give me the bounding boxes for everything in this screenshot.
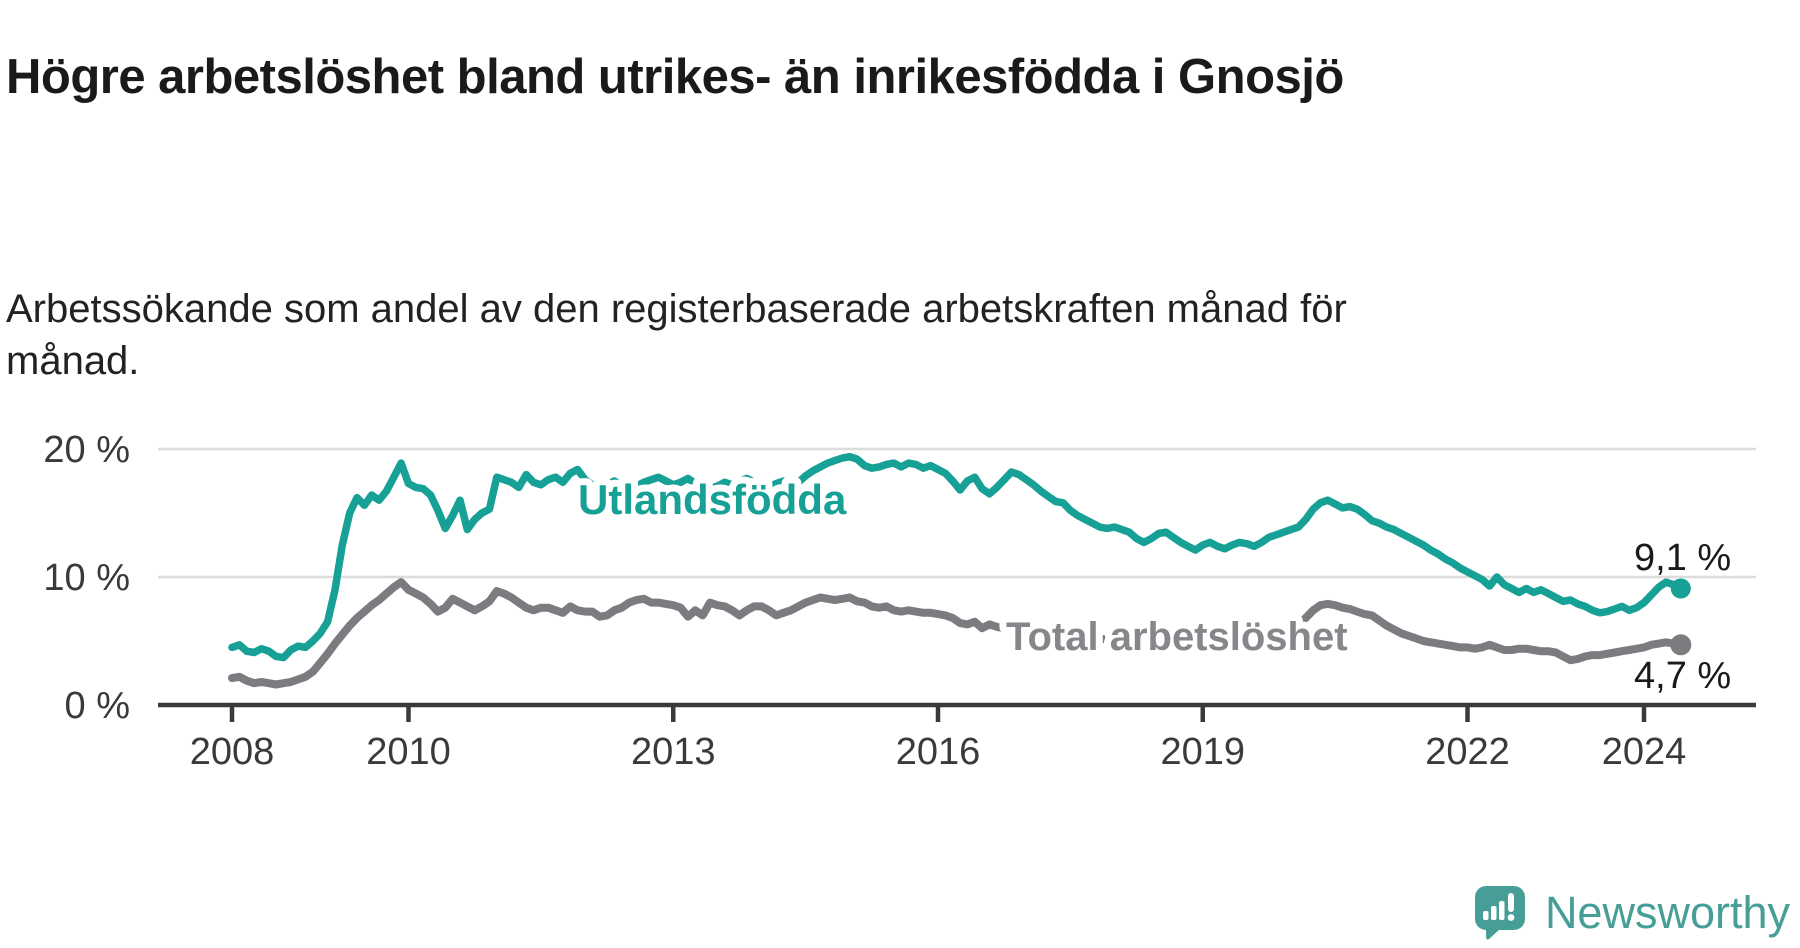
utlandsfodda-end-dot: [1670, 578, 1691, 599]
total-arbetsloshet-series-label: Total arbetslöshet: [1006, 615, 1348, 659]
page-title: Högre arbetslöshet bland utrikes- än inr…: [6, 49, 1344, 104]
total-arbetsloshet-end-dot: [1670, 634, 1692, 656]
x-tick-label: 2013: [631, 731, 716, 773]
gridlines: [158, 447, 1756, 579]
total-arbetsloshet-line: [228, 578, 1685, 689]
x-tick-label: 2022: [1425, 731, 1510, 773]
utlandsfodda-series-label: Utlandsfödda: [578, 476, 847, 523]
y-axis-tick-labels: 0 % 10 % 20 %: [43, 429, 130, 727]
newsworthy-brand: Newsworthy: [1474, 886, 1790, 940]
x-axis-ticks: [229, 705, 1647, 722]
y-tick-label: 10 %: [43, 557, 130, 599]
x-tick-label: 2016: [896, 731, 981, 773]
utlandsfodda-end-value-label: 9,1 %: [1634, 537, 1731, 579]
x-tick-label: 2008: [190, 731, 275, 773]
y-tick-label: 20 %: [43, 429, 130, 471]
newsworthy-bubble-chart-icon: [1474, 886, 1525, 940]
y-tick-label: 0 %: [65, 685, 130, 727]
x-tick-label: 2024: [1602, 731, 1687, 773]
utlandsfodda-line: [228, 452, 1685, 662]
x-axis-tick-labels: 2008 2010 2013 2016 2019 2022 2024: [190, 731, 1687, 773]
total-arbetsloshet-end-value-label: 4,7 %: [1634, 655, 1731, 697]
newsworthy-brand-name: Newsworthy: [1544, 887, 1790, 938]
chart-subtitle: Arbetssökande som andel av den registerb…: [6, 287, 1347, 383]
x-tick-label: 2010: [366, 731, 451, 773]
x-tick-label: 2019: [1160, 731, 1245, 773]
